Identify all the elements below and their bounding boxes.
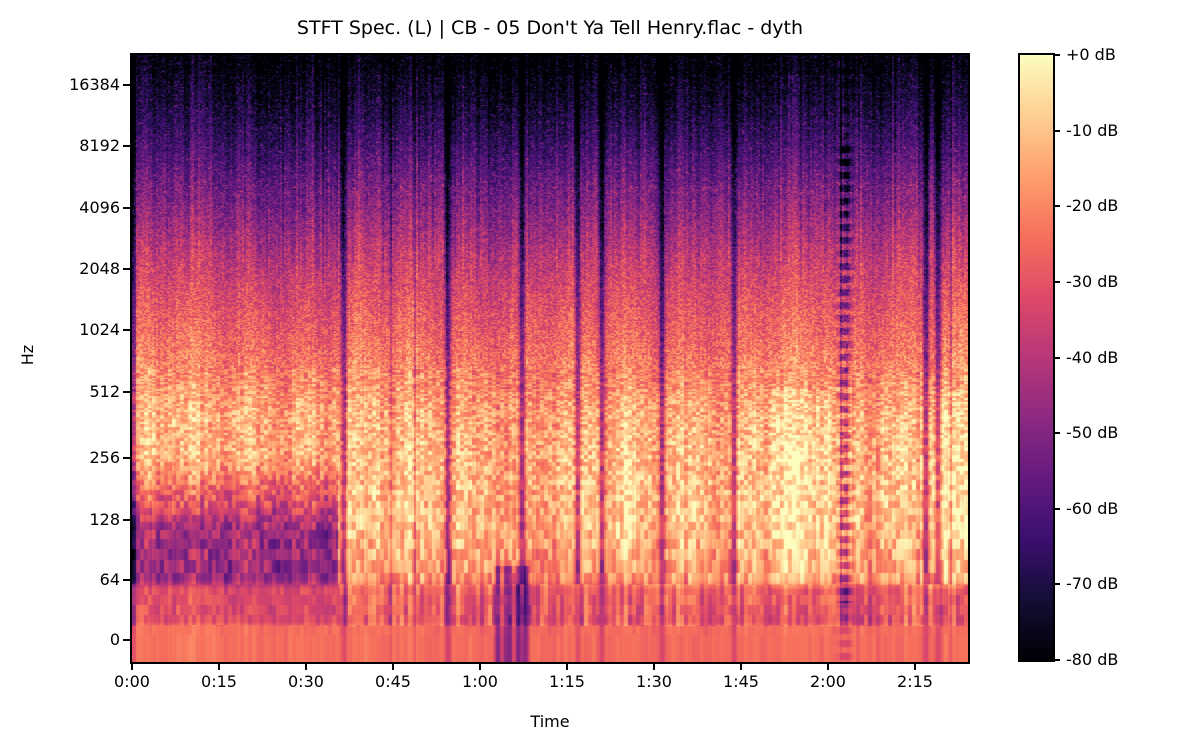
y-tick-label: 2048	[79, 258, 120, 278]
y-tick-label: 1024	[79, 319, 120, 339]
colorbar	[1018, 53, 1055, 662]
x-tick-label: 0:30	[288, 672, 324, 691]
x-tick-mark	[131, 664, 133, 670]
colorbar-tick-label: -50 dB	[1066, 423, 1119, 443]
y-tick-label: 0	[109, 630, 120, 650]
x-tick-label: 1:30	[636, 672, 672, 691]
x-tick-label: 1:45	[723, 672, 759, 691]
y-tick-label: 256	[89, 447, 120, 467]
y-tick-label: 64	[99, 569, 120, 589]
colorbar-tick-mark	[1055, 659, 1060, 661]
y-tick-mark	[123, 578, 130, 581]
y-tick-label: 128	[89, 509, 120, 529]
y-tick-mark	[123, 518, 130, 521]
colorbar-tick-mark	[1055, 280, 1060, 283]
x-tick-mark	[652, 664, 655, 670]
x-tick-mark	[826, 664, 829, 670]
y-tick-mark	[123, 83, 130, 86]
y-axis-label: Hz	[18, 344, 37, 366]
colorbar-tick-label: -20 dB	[1066, 196, 1119, 216]
colorbar-tick-mark	[1055, 54, 1060, 56]
x-tick-mark	[304, 664, 307, 670]
x-tick-mark	[740, 664, 743, 670]
y-tick-mark	[123, 207, 130, 210]
plot-area	[130, 53, 970, 664]
colorbar-tick-mark	[1055, 583, 1060, 586]
x-tick-label: 1:15	[549, 672, 585, 691]
y-tick-label: 8192	[79, 135, 120, 155]
x-tick-mark	[218, 664, 221, 670]
x-tick-mark	[913, 664, 916, 670]
x-tick-mark	[479, 664, 482, 670]
colorbar-tick-label: -60 dB	[1066, 498, 1119, 518]
colorbar-tick-mark	[1055, 507, 1060, 510]
colorbar-tick-mark	[1055, 356, 1060, 359]
y-tick-label: 512	[89, 382, 120, 401]
colorbar-tick-label: -40 dB	[1066, 347, 1119, 367]
x-tick-mark	[565, 664, 568, 670]
y-tick-mark	[123, 456, 130, 459]
x-tick-mark	[391, 664, 394, 670]
y-tick-mark	[123, 328, 130, 331]
colorbar-tick-label: +0 dB	[1066, 45, 1116, 64]
x-tick-label: 0:15	[201, 672, 237, 691]
y-tick-mark	[123, 639, 130, 642]
y-tick-mark	[123, 267, 130, 270]
x-tick-label: 0:45	[375, 672, 411, 691]
x-tick-label: 2:15	[897, 672, 933, 691]
colorbar-tick-mark	[1055, 129, 1060, 132]
y-tick-label: 16384	[69, 74, 120, 94]
x-tick-label: 1:00	[462, 672, 498, 691]
y-tick-mark	[123, 144, 130, 147]
chart-title: STFT Spec. (L) | CB - 05 Don't Ya Tell H…	[296, 17, 804, 39]
x-tick-label: 0:00	[114, 672, 150, 691]
y-tick-mark	[123, 391, 130, 393]
colorbar-tick-mark	[1055, 432, 1060, 435]
x-axis-label: Time	[530, 712, 570, 731]
colorbar-tick-mark	[1055, 205, 1060, 208]
colorbar-tick-label: -80 dB	[1066, 650, 1119, 669]
y-tick-label: 4096	[79, 198, 120, 218]
colorbar-gradient	[1020, 55, 1053, 660]
colorbar-tick-label: -30 dB	[1066, 271, 1119, 291]
colorbar-tick-label: -10 dB	[1066, 120, 1119, 140]
spectrogram-canvas	[132, 55, 968, 662]
colorbar-tick-label: -70 dB	[1066, 574, 1119, 594]
x-tick-label: 2:00	[810, 672, 846, 691]
